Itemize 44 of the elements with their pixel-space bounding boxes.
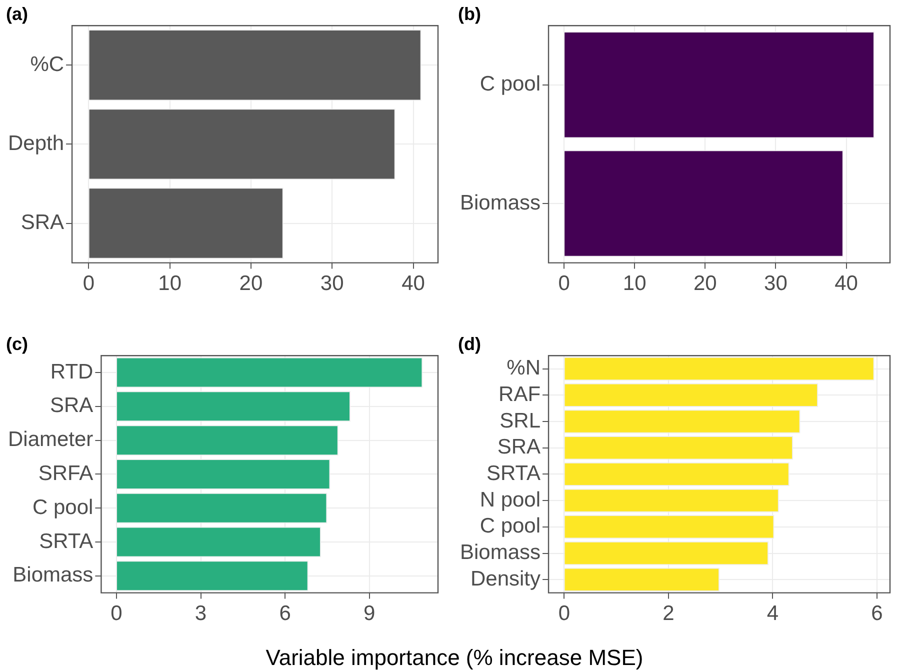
chart-title: (b) <box>458 4 481 24</box>
y-tick-label: RAF <box>498 382 541 406</box>
y-tick-label: SRTA <box>39 530 94 553</box>
chart-title: (d) <box>458 334 481 354</box>
x-tick-label: 40 <box>834 272 858 296</box>
x-tick-label: 10 <box>622 272 646 296</box>
x-axis-title: Variable importance (% increase MSE) <box>264 645 644 671</box>
y-tick-label: RTD <box>50 360 94 384</box>
y-tick-label: SRA <box>50 394 94 418</box>
y-tick-label: SRTA <box>486 462 541 485</box>
x-tick-label: 3 <box>194 602 207 626</box>
y-tick-label: SRA <box>20 211 64 234</box>
x-tick-label: 30 <box>320 272 344 296</box>
x-tick-label: 0 <box>82 272 95 296</box>
y-tick-label: C pool <box>480 72 541 96</box>
y-tick-label: Biomass <box>460 541 541 564</box>
x-tick-label: 6 <box>871 602 883 626</box>
x-tick-label: 6 <box>279 602 291 626</box>
x-tick-label: 9 <box>363 602 376 626</box>
y-tick-label: Diameter <box>8 428 94 452</box>
y-tick-label: SRL <box>500 409 541 432</box>
y-tick-label: %C <box>30 52 64 76</box>
y-tick-label: Depth <box>8 132 64 155</box>
y-tick-label: Biomass <box>460 191 541 214</box>
x-tick-label: 0 <box>110 602 122 626</box>
chart-title: (a) <box>6 4 28 24</box>
y-tick-label: Biomass <box>12 564 94 587</box>
x-tick-label: 0 <box>558 272 570 296</box>
y-tick-label: SRA <box>497 436 541 459</box>
y-tick-label: C pool <box>480 514 541 538</box>
x-tick-label: 2 <box>662 602 674 626</box>
x-tick-label: 20 <box>693 272 717 296</box>
x-tick-label: 4 <box>766 602 779 626</box>
y-tick-label: C pool <box>32 496 94 519</box>
chart-title: (c) <box>6 334 28 354</box>
y-tick-label: %N <box>506 356 541 380</box>
y-tick-label: N pool <box>480 488 541 512</box>
x-tick-label: 10 <box>158 272 182 296</box>
y-tick-label: SRFA <box>38 462 94 485</box>
x-tick-label: 40 <box>402 272 425 296</box>
x-tick-label: 30 <box>764 272 788 296</box>
x-tick-label: 20 <box>239 272 263 296</box>
y-tick-label: Density <box>470 567 542 590</box>
x-tick-label: 0 <box>558 602 570 626</box>
